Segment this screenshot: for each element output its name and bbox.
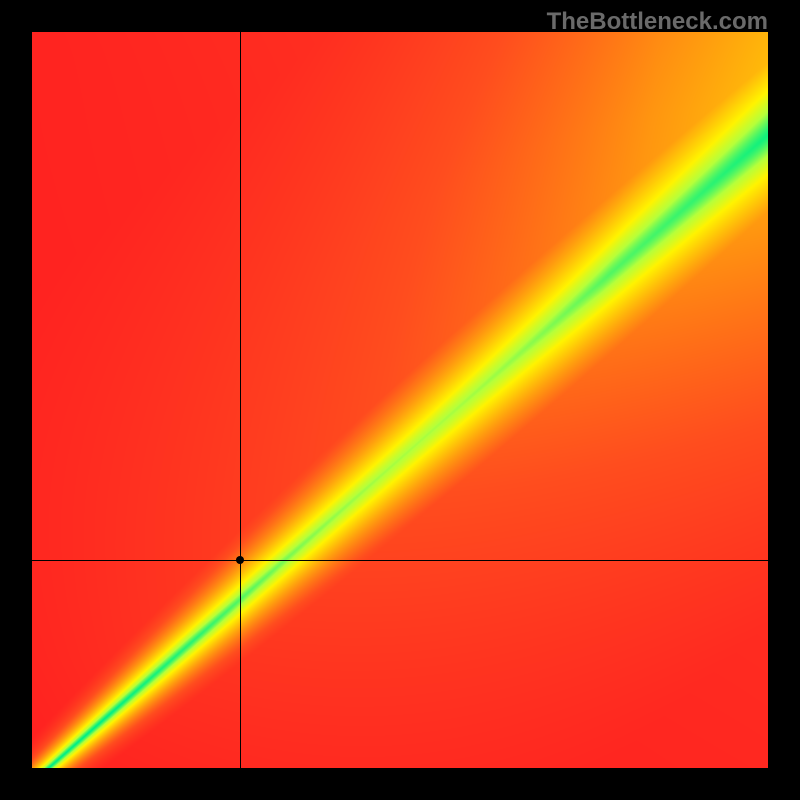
crosshair-marker-dot: [236, 556, 244, 564]
bottleneck-heatmap-canvas: [32, 32, 768, 768]
crosshair-horizontal: [32, 560, 768, 561]
crosshair-vertical: [240, 32, 241, 768]
source-watermark: TheBottleneck.com: [547, 8, 768, 36]
heatmap-plot-area: [32, 32, 768, 768]
